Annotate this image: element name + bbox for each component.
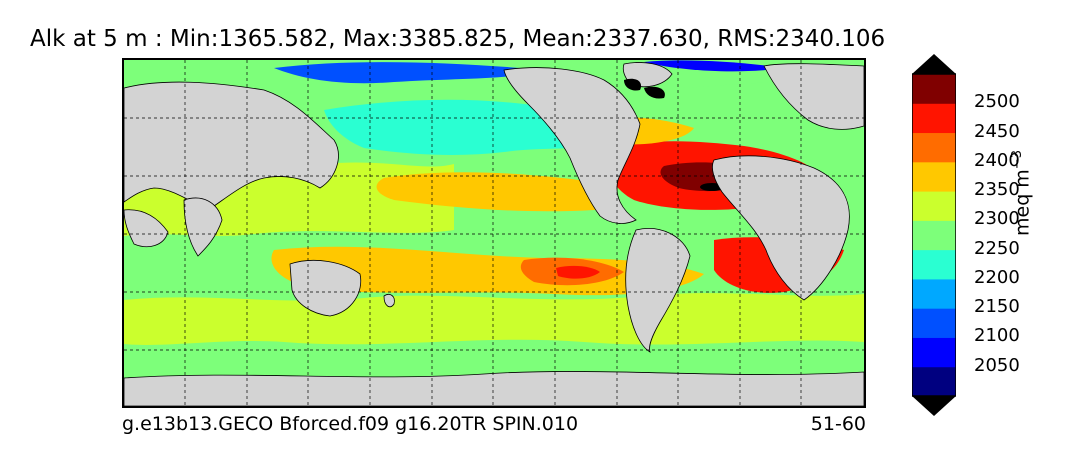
colorbar-segment [912,337,956,368]
arabia-landmass [124,209,169,248]
sea-ice [624,78,665,99]
north-pacific-gyre [376,172,617,212]
alkalinity-map [124,60,864,406]
colorbar-tick-label: 2250 [974,237,1020,259]
colorbar-segment [912,103,956,134]
india-landmass [183,197,223,257]
new-zealand-landmass [383,294,395,308]
colorbar-segment [912,366,956,397]
colorbar-segment [912,74,956,104]
colorbar-segment [912,191,956,221]
map-panel [122,58,866,408]
unit-base: meq m [1011,169,1034,236]
colorbar-tick-label: 2150 [974,296,1020,318]
colorbar-segment [912,249,956,280]
south-america-landmass [625,228,691,353]
colorbar-segment [912,220,956,251]
southern-ocean-band [124,293,864,345]
colorbar-tick-label: 2300 [974,208,1020,230]
period-label: 51-60 [810,413,866,435]
colorbar-segment [912,161,956,192]
colorbar-tick-label: 2050 [974,354,1020,376]
colorbar-tick-label: 2200 [974,266,1020,288]
colorbar-tick-label: 2450 [974,120,1020,142]
eurasia-landmass [124,81,339,211]
africa-landmass [712,155,850,301]
colorbar-tick-label: 2100 [974,325,1020,347]
colorbar-outline [912,73,956,397]
colorbar-tick-label: 2350 [974,179,1020,201]
arctic-low [644,60,784,72]
colorbar-unit-label: meq m−3 [1010,150,1033,236]
antarctica-landmass [124,371,864,406]
colorbar-min-arrow [912,396,956,416]
land [124,62,864,406]
graticule [124,60,864,406]
colorbar [912,54,956,416]
south-pacific-max [556,265,600,279]
unit-exponent: −3 [1010,150,1025,170]
colorbar-segments [912,74,956,397]
map-title: Alk at 5 m : Min:1365.582, Max:3385.825,… [30,26,886,52]
colorbar-tick-label: 2500 [974,91,1020,113]
colorbar-segment [912,278,956,309]
run-label: g.e13b13.GECO Bforced.f09 g16.20TR SPIN.… [122,413,579,435]
colorbar-tick-label: 2400 [974,149,1020,171]
bering-sea-band [274,62,544,84]
europe-landmass [763,63,864,130]
north-america-landmass [503,67,641,224]
colorbar-segment [912,308,956,338]
colorbar-segment [912,132,956,163]
colorbar-max-arrow [912,54,956,74]
south-pacific-gyre [271,246,704,296]
